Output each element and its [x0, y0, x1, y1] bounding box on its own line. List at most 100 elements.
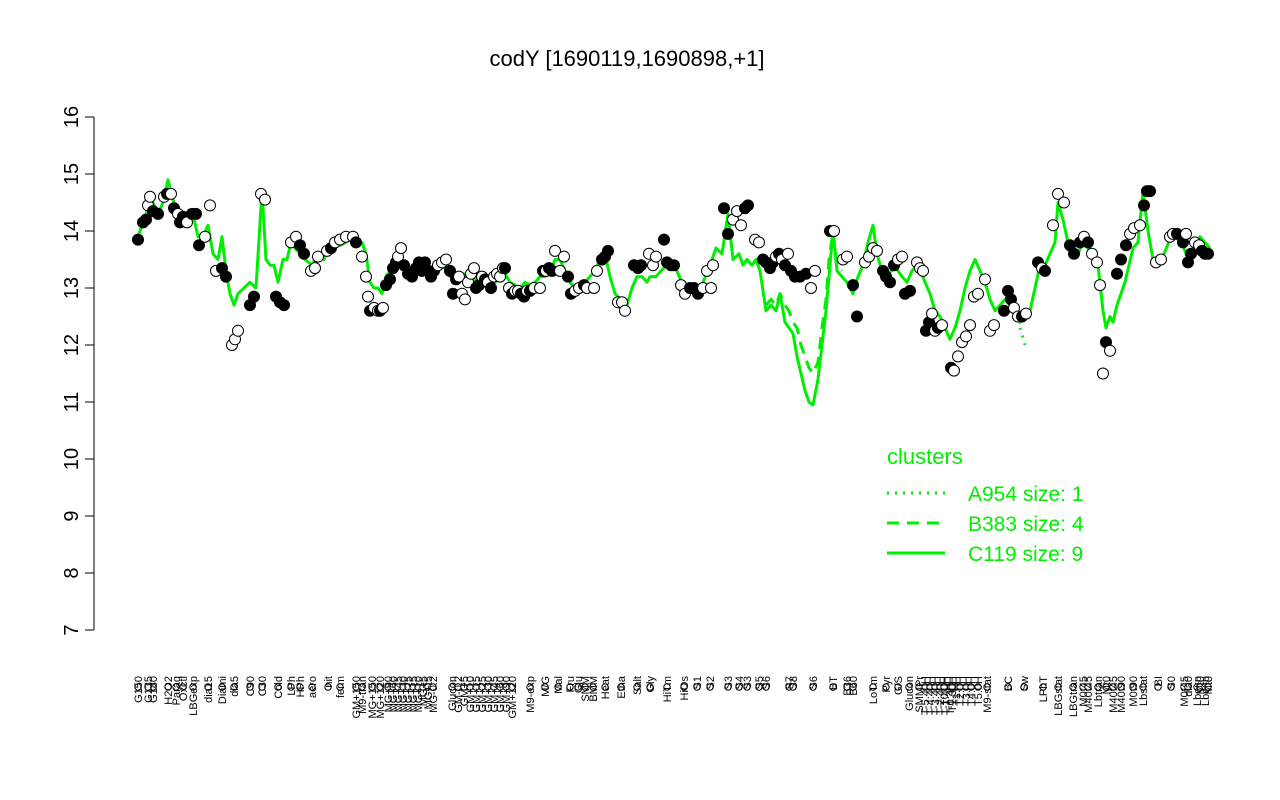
- data-point: [384, 273, 396, 286]
- data-point: [998, 304, 1010, 317]
- data-point: [896, 250, 908, 263]
- x-tick-label: HPh: [295, 676, 307, 697]
- y-tick-label: 7: [61, 624, 83, 635]
- y-tick-label: 16: [61, 106, 83, 128]
- x-tick-marker: [1204, 683, 1212, 691]
- x-tick-marker: [296, 683, 304, 691]
- x-tick-label: B36: [842, 676, 854, 696]
- data-point: [558, 250, 570, 263]
- x-tick-label: ferm: [335, 676, 347, 698]
- legend-entry-label: B383 size: 4: [968, 513, 1084, 536]
- x-tick-label: G/S: [893, 676, 905, 695]
- x-tick-marker: [134, 683, 142, 691]
- x-tick-marker: [172, 683, 180, 691]
- data-point: [602, 244, 614, 257]
- x-tick-marker: [1020, 683, 1028, 691]
- x-tick-label: LBGexp: [188, 676, 200, 716]
- x-tick-label: Salt: [632, 676, 644, 695]
- y-tick-label: 10: [61, 448, 83, 470]
- data-points: [132, 185, 1214, 380]
- x-tick-marker: [829, 683, 837, 691]
- x-tick-label: nit: [323, 676, 335, 688]
- x-tick-label: MG+120: [375, 676, 387, 719]
- data-point: [165, 187, 177, 200]
- data-point: [1138, 199, 1150, 212]
- x-tick-label: S6: [808, 676, 820, 689]
- data-point: [828, 225, 840, 237]
- x-tick-marker: [1139, 683, 1147, 691]
- data-point: [871, 244, 883, 257]
- y-tick-label: 8: [61, 567, 83, 578]
- x-tick-marker: [566, 683, 574, 691]
- x-tick-marker: [601, 683, 609, 691]
- x-tick-label: HiOs: [679, 676, 691, 701]
- data-point: [988, 319, 1000, 332]
- data-point: [705, 282, 717, 294]
- y-tick-label: 11: [61, 392, 83, 413]
- x-tick-marker: [336, 683, 344, 691]
- x-tick-marker: [1154, 683, 1162, 691]
- x-tick-marker: [1094, 683, 1102, 691]
- data-point: [554, 264, 566, 277]
- data-point: [753, 236, 765, 249]
- x-tick-label: T2.0H: [955, 676, 967, 706]
- x-tick-marker: [1129, 683, 1137, 691]
- data-point: [1144, 185, 1156, 198]
- data-point: [1068, 247, 1080, 260]
- x-tick-label: LPhT: [1038, 676, 1050, 703]
- x-tick-label: BT: [828, 676, 840, 690]
- data-point: [468, 262, 480, 275]
- x-tick-label: Fru: [565, 676, 577, 693]
- x-tick-label: S6: [761, 676, 773, 689]
- x-tick-label: B60: [848, 676, 860, 696]
- x-tick-marker: [574, 683, 582, 691]
- x-tick-label: BI: [1153, 676, 1165, 686]
- data-point: [964, 319, 976, 332]
- x-tick-marker: [230, 683, 238, 691]
- x-tick-marker: [554, 683, 562, 691]
- x-tick-label: S4: [734, 676, 746, 689]
- x-tick-label: S1: [692, 676, 704, 689]
- data-point: [444, 264, 456, 277]
- y-tick-label: 9: [61, 510, 83, 521]
- x-tick-marker: [144, 683, 152, 691]
- x-tick-label: GM+5: [459, 676, 471, 706]
- y-tick-label: 14: [61, 220, 83, 242]
- x-tick-label: aero: [307, 676, 319, 698]
- data-point: [884, 276, 896, 289]
- data-point: [979, 273, 991, 286]
- data-point: [1039, 264, 1051, 277]
- x-tick-marker: [376, 683, 384, 691]
- x-tick-marker: [246, 683, 254, 691]
- x-tick-marker: [1004, 683, 1012, 691]
- data-point: [841, 250, 853, 263]
- x-tick-marker: [1184, 683, 1192, 691]
- legend-entry-label: C119 size: 9: [968, 543, 1083, 566]
- x-tick-marker: [967, 683, 975, 691]
- x-tick-label: M40t45: [1108, 676, 1120, 713]
- x-tick-marker: [809, 683, 817, 691]
- legend: clusters A954 size: 1 B383 size: 4 C119 si…: [887, 444, 1084, 566]
- x-tick-label: T1.30H: [947, 676, 959, 712]
- x-tick-marker: [581, 683, 589, 691]
- x-tick-label: T0.0H: [939, 676, 951, 706]
- data-point: [588, 282, 600, 294]
- x-tick-label: Mt0: [1203, 676, 1215, 694]
- x-tick-marker: [633, 683, 641, 691]
- data-point: [650, 250, 662, 263]
- x-tick-label: S3: [742, 676, 754, 689]
- data-point: [1097, 367, 1109, 380]
- data-point: [742, 199, 754, 212]
- x-tick-label: S3: [723, 676, 735, 689]
- x-tick-label: MG-0.2: [428, 676, 440, 713]
- series-line-dotted: [1018, 327, 1027, 346]
- x-tick-label: M9-stat: [982, 676, 994, 713]
- x-tick-marker: [274, 683, 282, 691]
- data-point: [1185, 247, 1197, 260]
- x-tick-label: T5.0H: [973, 676, 985, 706]
- x-tick-marker: [849, 683, 857, 691]
- x-tick-marker: [508, 683, 516, 691]
- data-point: [805, 282, 817, 294]
